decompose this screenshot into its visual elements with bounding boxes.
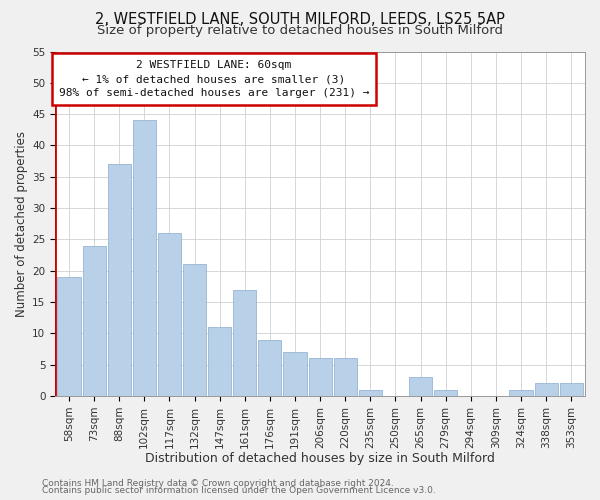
Y-axis label: Number of detached properties: Number of detached properties <box>15 130 28 316</box>
Bar <box>308 358 332 396</box>
Bar <box>208 327 231 396</box>
Bar <box>233 290 256 396</box>
Bar <box>560 384 583 396</box>
Bar <box>183 264 206 396</box>
Text: 2, WESTFIELD LANE, SOUTH MILFORD, LEEDS, LS25 5AP: 2, WESTFIELD LANE, SOUTH MILFORD, LEEDS,… <box>95 12 505 28</box>
Bar <box>434 390 457 396</box>
Bar <box>58 277 80 396</box>
Bar <box>258 340 281 396</box>
Bar <box>83 246 106 396</box>
Text: 2 WESTFIELD LANE: 60sqm
← 1% of detached houses are smaller (3)
98% of semi-deta: 2 WESTFIELD LANE: 60sqm ← 1% of detached… <box>59 60 370 98</box>
Bar <box>158 233 181 396</box>
Bar <box>283 352 307 396</box>
Text: Size of property relative to detached houses in South Milford: Size of property relative to detached ho… <box>97 24 503 37</box>
Bar <box>409 377 432 396</box>
Bar <box>334 358 357 396</box>
X-axis label: Distribution of detached houses by size in South Milford: Distribution of detached houses by size … <box>145 452 495 465</box>
Bar <box>107 164 131 396</box>
Bar <box>509 390 533 396</box>
Bar <box>359 390 382 396</box>
Text: Contains public sector information licensed under the Open Government Licence v3: Contains public sector information licen… <box>42 486 436 495</box>
Text: Contains HM Land Registry data © Crown copyright and database right 2024.: Contains HM Land Registry data © Crown c… <box>42 478 394 488</box>
Bar <box>133 120 156 396</box>
Bar <box>535 384 557 396</box>
